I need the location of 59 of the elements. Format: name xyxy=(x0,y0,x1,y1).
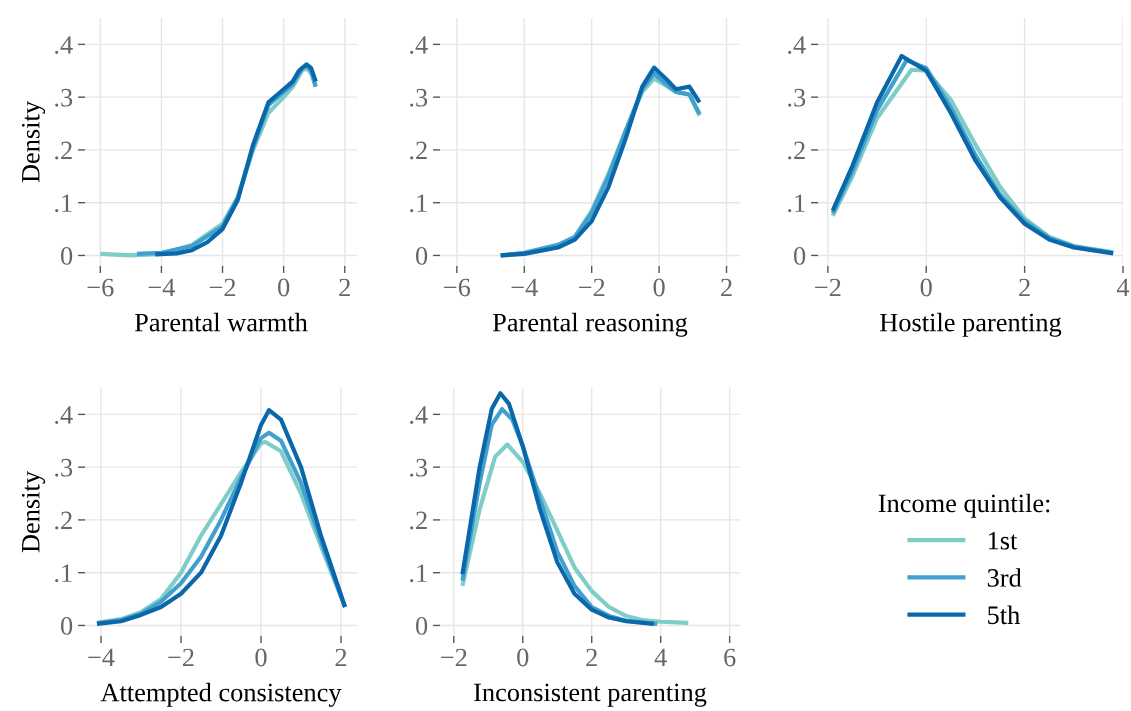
y-tick-label: .3 xyxy=(55,458,73,477)
y-tick-label: .4 xyxy=(55,36,73,54)
x-tick-label: −2 xyxy=(578,278,605,297)
y-tick-label: .3 xyxy=(788,88,806,107)
y-tick-label: .3 xyxy=(410,88,428,107)
x-tick-label: −2 xyxy=(815,278,841,297)
y-tick-label: .4 xyxy=(55,406,73,424)
y-axis-title: Density xyxy=(21,101,46,183)
legend-label: 1st xyxy=(988,531,1018,550)
x-tick-label: 0 xyxy=(920,278,932,297)
x-tick-label: 0 xyxy=(255,648,267,667)
legend-label: 5th xyxy=(988,605,1020,625)
x-tick-label: −6 xyxy=(444,278,471,297)
y-tick-label: .2 xyxy=(55,511,72,530)
x-tick-label: −4 xyxy=(88,648,115,667)
y-tick-label: .2 xyxy=(55,141,72,160)
x-tick-label: −4 xyxy=(148,278,176,297)
x-tick-label: 0 xyxy=(278,278,290,297)
y-tick-label: .1 xyxy=(55,564,72,583)
x-tick-label: 0 xyxy=(517,648,529,667)
x-tick-label: −2 xyxy=(441,648,467,667)
y-tick-label: 0 xyxy=(61,247,73,265)
y-tick-label: 0 xyxy=(416,617,428,635)
x-tick-label: 2 xyxy=(586,648,597,667)
y-axis-title: Density xyxy=(21,471,46,553)
x-axis-title: Parental reasoning xyxy=(492,312,688,337)
y-tick-label: .2 xyxy=(410,511,427,530)
y-tick-label: .2 xyxy=(788,141,805,160)
y-tick-label: .3 xyxy=(410,458,428,477)
y-tick-label: .4 xyxy=(410,36,428,54)
y-tick-label: .4 xyxy=(410,406,428,424)
x-tick-label: 2 xyxy=(1019,278,1030,297)
x-tick-label: 6 xyxy=(724,648,736,667)
y-tick-label: .1 xyxy=(788,194,805,213)
x-axis-title: Hostile parenting xyxy=(880,312,1062,337)
x-axis-title: Parental warmth xyxy=(134,312,308,332)
y-tick-label: 0 xyxy=(61,617,73,635)
y-tick-label: .1 xyxy=(410,564,427,583)
legend-label: 3rd xyxy=(987,568,1022,587)
x-tick-label: −2 xyxy=(168,648,194,667)
x-tick-label: −6 xyxy=(87,278,114,297)
legend-title: Income quintile: xyxy=(878,493,1050,518)
y-tick-label: .3 xyxy=(55,88,73,107)
y-tick-label: .4 xyxy=(788,36,806,54)
x-tick-label: 4 xyxy=(654,648,667,667)
y-tick-label: .1 xyxy=(55,194,72,213)
x-tick-label: 2 xyxy=(335,648,347,667)
y-tick-label: .2 xyxy=(410,141,427,160)
x-tick-label: −4 xyxy=(511,278,538,297)
x-axis-title: Attempted consistency xyxy=(100,682,342,707)
x-tick-label: 2 xyxy=(721,278,732,297)
x-tick-label: 2 xyxy=(339,278,350,297)
x-tick-label: 4 xyxy=(1116,278,1130,297)
y-tick-label: .1 xyxy=(410,194,427,213)
y-tick-label: 0 xyxy=(416,247,428,265)
x-tick-label: 0 xyxy=(653,278,665,297)
x-tick-label: −2 xyxy=(209,278,236,297)
x-axis-title: Inconsistent parenting xyxy=(474,683,707,707)
y-tick-label: 0 xyxy=(794,247,806,265)
